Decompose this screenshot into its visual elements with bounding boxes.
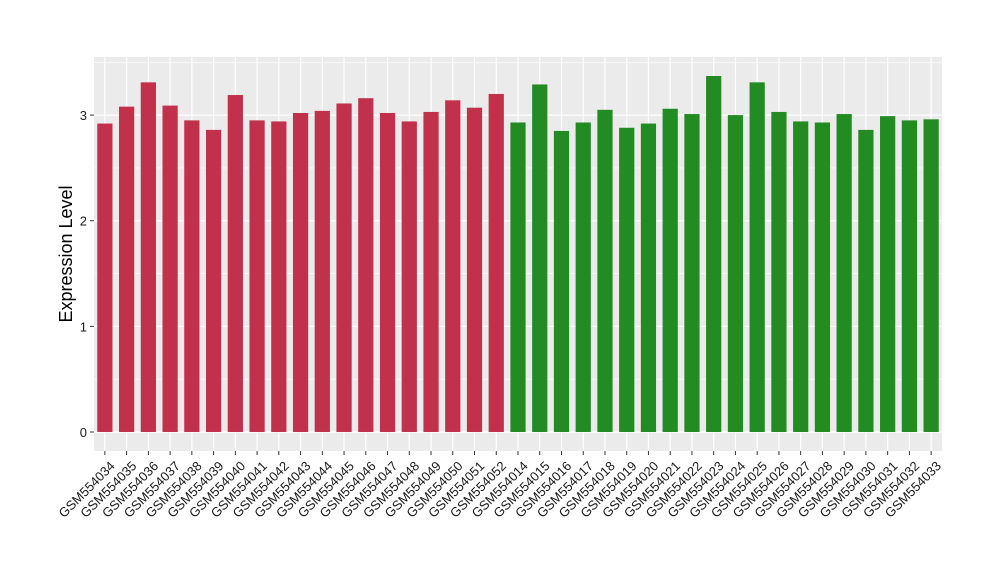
bar-GSM554020 bbox=[640, 123, 657, 432]
bar-GSM554028 bbox=[814, 122, 831, 432]
bar-GSM554018 bbox=[597, 109, 613, 432]
bars bbox=[97, 76, 939, 432]
bar-GSM554051 bbox=[466, 107, 483, 432]
bar-GSM554040 bbox=[227, 95, 243, 432]
bar-GSM554017 bbox=[575, 122, 591, 432]
bar-GSM554025 bbox=[749, 82, 765, 432]
bar-GSM554031 bbox=[880, 116, 896, 432]
bar-GSM554049 bbox=[423, 111, 439, 432]
bar-GSM554044 bbox=[314, 110, 330, 432]
bar-GSM554027 bbox=[793, 121, 809, 432]
y-axis-label: Expression Level bbox=[56, 185, 76, 322]
bar-GSM554050 bbox=[445, 100, 461, 432]
bar-GSM554026 bbox=[771, 111, 787, 432]
bar-GSM554037 bbox=[162, 105, 178, 432]
bar-GSM554034 bbox=[97, 123, 113, 432]
x-axis: GSM554034GSM554035GSM554036GSM554037GSM5… bbox=[56, 451, 944, 521]
bar-GSM554038 bbox=[184, 120, 200, 432]
bar-GSM554016 bbox=[553, 130, 570, 432]
bar-GSM554048 bbox=[401, 121, 417, 432]
bar-GSM554043 bbox=[292, 112, 309, 432]
bar-GSM554032 bbox=[901, 120, 917, 432]
bar-GSM554052 bbox=[488, 93, 504, 432]
bar-GSM554046 bbox=[358, 98, 374, 432]
y-tick-label: 1 bbox=[80, 319, 87, 334]
bar-GSM554022 bbox=[684, 114, 700, 432]
bar-GSM554019 bbox=[619, 127, 635, 432]
bar-GSM554015 bbox=[532, 84, 548, 432]
bar-GSM554041 bbox=[249, 120, 265, 432]
bar-GSM554036 bbox=[140, 82, 156, 432]
bar-GSM554030 bbox=[858, 129, 874, 432]
bar-GSM554023 bbox=[706, 76, 722, 432]
y-tick-label: 0 bbox=[80, 425, 87, 440]
y-tick-label: 3 bbox=[80, 108, 87, 123]
y-tick-label: 2 bbox=[80, 214, 87, 229]
bar-GSM554039 bbox=[205, 129, 222, 432]
bar-GSM554014 bbox=[510, 122, 526, 432]
bar-GSM554024 bbox=[727, 115, 744, 432]
bar-GSM554029 bbox=[836, 114, 852, 432]
bar-GSM554045 bbox=[336, 103, 352, 432]
bar-GSM554042 bbox=[271, 121, 287, 432]
y-axis: 0 1 2 3 bbox=[80, 108, 94, 440]
bar-GSM554033 bbox=[923, 119, 939, 432]
bar-GSM554035 bbox=[119, 106, 135, 432]
bar-GSM554047 bbox=[379, 112, 396, 432]
bar-GSM554021 bbox=[662, 108, 678, 432]
